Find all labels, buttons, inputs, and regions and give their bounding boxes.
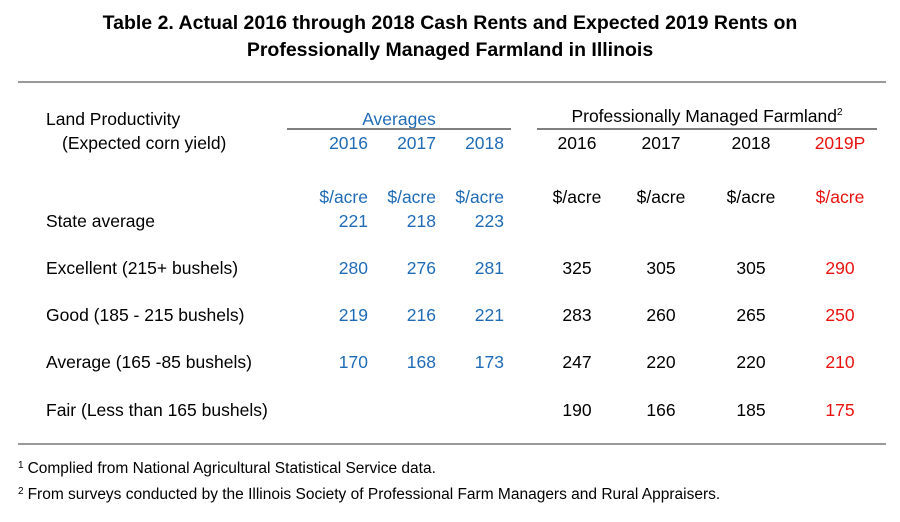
table-cell: 221: [338, 211, 368, 231]
avg-unit-2018: $/acre: [455, 187, 504, 207]
table-cell: 219: [338, 305, 368, 325]
avg-year-2016: 2016: [329, 133, 368, 153]
land-productivity-label: Land Productivity: [46, 109, 181, 129]
footnote-2-number: 2: [18, 486, 24, 497]
table-cell: 216: [406, 305, 436, 325]
table-cell: 220: [646, 352, 676, 372]
pmf-group-label: Professionally Managed Farmland: [571, 106, 837, 126]
avg-year-2018: 2018: [465, 133, 504, 153]
table-title-line-1: Table 2. Actual 2016 through 2018 Cash R…: [102, 12, 798, 34]
table-cell: 280: [338, 258, 368, 278]
table-cell: 283: [562, 305, 592, 325]
pmf-underline: [537, 128, 877, 130]
pmf-year-2018: 2018: [731, 133, 771, 153]
row-label-good: Good (185 - 215 bushels): [46, 305, 245, 325]
pmf-unit-2017: $/acre: [636, 187, 686, 207]
row-label-fair: Fair (Less than 165 bushels): [46, 400, 268, 420]
table-cell: 170: [338, 352, 368, 372]
table-cell: 175: [825, 400, 855, 420]
pmf-footnote-marker: 2: [837, 107, 843, 118]
table-title-line-2: Professionally Managed Farmland in Illin…: [246, 39, 654, 61]
footnote-2: 2 From surveys conducted by the Illinois …: [18, 486, 720, 504]
row-label-state-average: State average: [46, 211, 155, 231]
table-cell: 220: [736, 352, 766, 372]
pmf-unit-2019p: $/acre: [815, 187, 865, 207]
top-rule: [18, 81, 886, 83]
pmf-unit-2016: $/acre: [552, 187, 602, 207]
table-cell: 265: [736, 305, 766, 325]
table-cell: 276: [406, 258, 436, 278]
footnote-1-text: Complied from National Agricultural Stat…: [27, 460, 436, 477]
table-cell: 168: [406, 352, 436, 372]
row-label-average: Average (165 -85 bushels): [46, 352, 252, 372]
pmf-year-2019p: 2019P: [814, 133, 866, 153]
footnote-2-text: From surveys conducted by the Illinois S…: [27, 486, 721, 503]
table-cell: 223: [474, 211, 504, 231]
table-cell: 166: [646, 400, 676, 420]
row-label-excellent: Excellent (215+ bushels): [46, 258, 239, 278]
table-cell: 221: [474, 305, 504, 325]
table-cell: 290: [825, 258, 855, 278]
averages-underline: [287, 128, 511, 130]
footnote-1-number: 1: [18, 460, 24, 471]
table-cell: 305: [736, 258, 766, 278]
table-cell: 190: [562, 400, 592, 420]
avg-unit-2017: $/acre: [387, 187, 436, 207]
table-cell: 305: [646, 258, 676, 278]
table-cell: 185: [736, 400, 766, 420]
bottom-rule: [18, 443, 886, 445]
table-cell: 250: [825, 305, 855, 325]
expected-corn-yield-label: (Expected corn yield): [62, 133, 227, 153]
avg-year-2017: 2017: [397, 133, 436, 153]
averages-group-header: Averages: [362, 109, 436, 129]
avg-unit-2016: $/acre: [319, 187, 368, 207]
footnote-1: 1 Complied from National Agricultural Sta…: [18, 460, 436, 478]
table-cell: 325: [562, 258, 592, 278]
pmf-year-2016: 2016: [557, 133, 597, 153]
table-cell: 218: [406, 211, 436, 231]
pmf-year-2017: 2017: [641, 133, 681, 153]
table-cell: 210: [825, 352, 855, 372]
table-cell: 247: [562, 352, 592, 372]
pmf-unit-2018: $/acre: [726, 187, 776, 207]
pmf-group-header: Professionally Managed Farmland2: [537, 106, 877, 126]
table-cell: 173: [474, 352, 504, 372]
table-cell: 260: [646, 305, 676, 325]
table-cell: 281: [474, 258, 504, 278]
